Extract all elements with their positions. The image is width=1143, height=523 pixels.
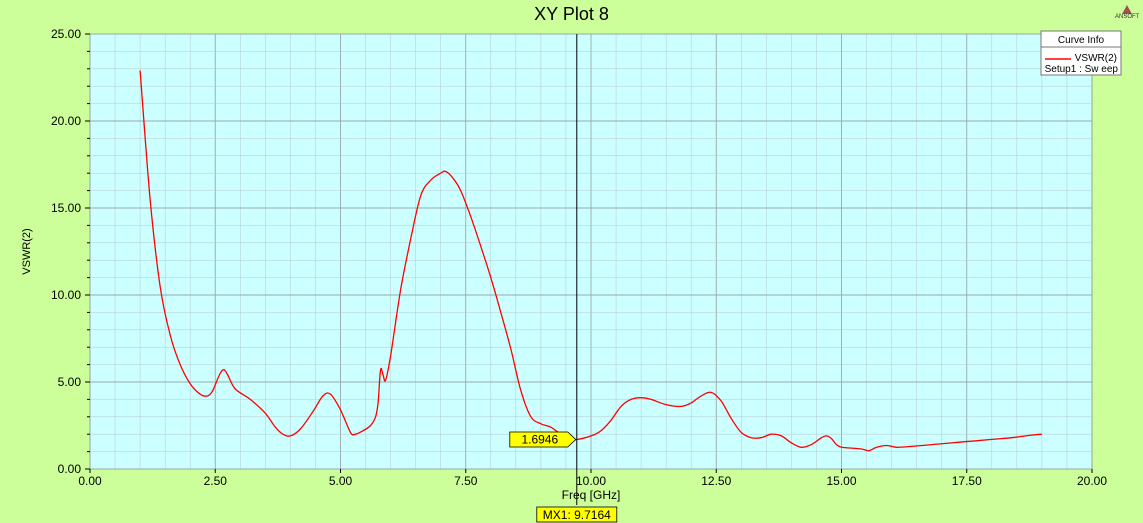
y-tick-labels: 0.00 5.00 10.00 15.00 20.00 25.00: [51, 27, 81, 476]
curve-info-legend[interactable]: Curve Info VSWR(2) Setup1 : Sw eep: [1040, 30, 1122, 76]
x-tick-label: 2.50: [204, 474, 228, 488]
x-tick-label: 20.00: [1077, 474, 1107, 488]
y-tick-label: 20.00: [51, 114, 81, 128]
x-tick-label: 10.00: [576, 474, 606, 488]
ansoft-logo: ANSOFT: [1115, 5, 1139, 25]
x-tick-labels: 0.00 2.50 5.00 7.50 10.00 12.50 15.00 17.50 20.0…: [78, 474, 1107, 488]
x-tick-label: 5.00: [329, 474, 353, 488]
legend-series-label: VSWR(2): [1075, 53, 1117, 64]
x-axis-label: Freq [GHz]: [562, 488, 621, 502]
y-tick-label: 15.00: [51, 201, 81, 215]
grid-vertical: [89, 34, 1093, 469]
ansoft-logo-text: ANSOFT: [1115, 14, 1140, 20]
y-tick-label: 0.00: [58, 462, 82, 476]
x-tick-label: 17.50: [952, 474, 982, 488]
legend-box: [1040, 30, 1122, 76]
y-tick-label: 25.00: [51, 27, 81, 41]
marker-x-label: MX1: 9.7164: [543, 508, 611, 522]
series-line-vswr: [139, 70, 1042, 452]
x-tick-label: 12.50: [701, 474, 731, 488]
marker-value-flag[interactable]: 1.6946: [509, 431, 577, 448]
x-tick-label: 7.50: [454, 474, 478, 488]
axis-ticks: [85, 33, 1093, 473]
y-tick-label: 5.00: [58, 375, 82, 389]
marker-x-readout[interactable]: MX1: 9.7164: [536, 506, 618, 523]
x-tick-label: 15.00: [826, 474, 856, 488]
marker-value-label: 1.6946: [521, 433, 558, 447]
marker-flag-shape: [509, 431, 577, 448]
y-tick-label: 10.00: [51, 288, 81, 302]
y-axis-label: VSWR(2): [21, 228, 33, 274]
ansoft-logo-icon: [1122, 5, 1132, 14]
marker-x-box: [536, 506, 618, 523]
legend-title: Curve Info: [1058, 35, 1105, 46]
chart-title: XY Plot 8: [534, 4, 609, 24]
x-tick-label: 0.00: [78, 474, 102, 488]
legend-series-sub: Setup1 : Sw eep: [1045, 64, 1119, 75]
